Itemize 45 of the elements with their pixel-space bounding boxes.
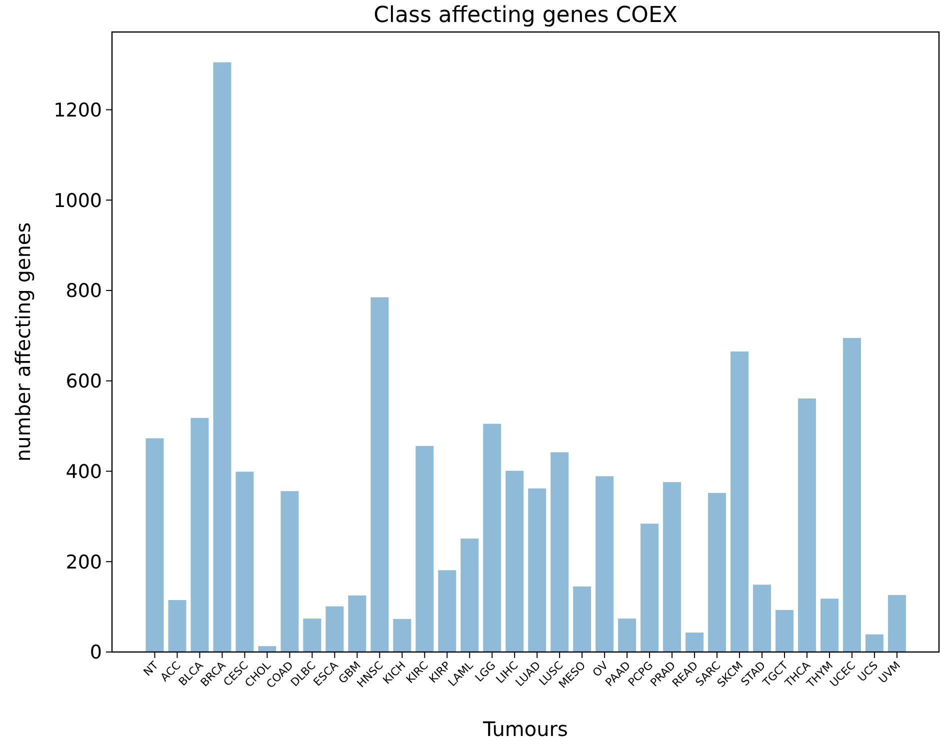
bar — [618, 618, 636, 652]
bar — [708, 492, 726, 652]
bar — [460, 538, 479, 652]
y-tick-label: 0 — [90, 642, 102, 664]
bar — [730, 351, 748, 652]
bar — [416, 446, 434, 652]
bar — [596, 476, 614, 652]
bar — [146, 438, 164, 652]
bar — [280, 491, 299, 652]
x-tick-label: NT — [141, 658, 162, 679]
y-tick-label: 800 — [66, 280, 102, 302]
bar — [506, 470, 524, 652]
y-tick-label: 200 — [66, 551, 102, 574]
bar — [213, 62, 232, 652]
y-tick-label: 1200 — [54, 99, 102, 122]
bar — [438, 570, 456, 652]
x-axis-title: Tumours — [482, 717, 568, 741]
bar — [640, 524, 659, 652]
bar — [370, 297, 389, 652]
bar — [550, 452, 569, 652]
y-tick-label: 1000 — [54, 190, 102, 212]
bar — [573, 586, 592, 652]
bar — [190, 418, 209, 652]
y-tick-label: 400 — [66, 460, 102, 483]
chart-title: Class affecting genes COEX — [374, 3, 678, 28]
bar — [798, 398, 816, 652]
bar — [483, 424, 502, 652]
bar — [865, 634, 884, 652]
bar — [393, 619, 412, 652]
bar — [236, 472, 254, 652]
bar — [775, 610, 794, 652]
bar — [258, 646, 276, 652]
bar — [842, 338, 861, 652]
bar — [348, 596, 366, 652]
bar — [303, 618, 322, 652]
y-axis-title: number affecting genes — [11, 222, 35, 462]
bar — [820, 598, 838, 652]
bar — [888, 595, 906, 652]
bar — [168, 600, 186, 652]
bar — [753, 584, 771, 652]
bar — [686, 632, 704, 652]
y-tick-label: 600 — [66, 370, 102, 393]
bar — [663, 482, 682, 652]
bar — [326, 606, 344, 652]
bar — [528, 488, 546, 652]
